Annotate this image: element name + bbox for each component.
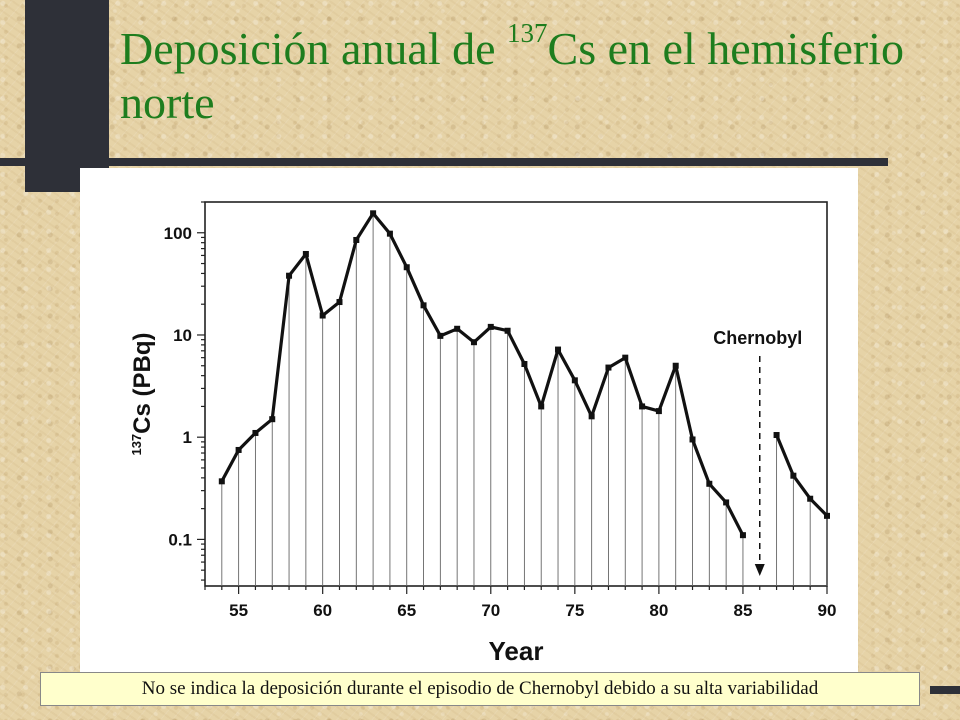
series-line: [775, 434, 829, 517]
plot-frame: [204, 201, 828, 587]
data-point: [807, 495, 814, 502]
x-tick-label: 55: [229, 601, 248, 620]
y-axis-title-sup: 137: [129, 434, 144, 456]
chernobyl-arrowhead: [754, 564, 765, 576]
y-tick-label: 100: [164, 224, 192, 243]
slide-title: Deposición anual de 137Cs en el hemisfer…: [120, 20, 920, 130]
data-point: [218, 478, 225, 485]
data-point: [790, 472, 797, 479]
x-tick-label: 75: [565, 601, 584, 620]
data-point: [655, 408, 662, 415]
data-point: [235, 446, 242, 453]
data-point: [336, 299, 343, 306]
data-point: [403, 264, 410, 271]
data-point: [269, 416, 276, 423]
chart-panel: 55 60 65 70 75 80 85 90 0.1 1 10 100 Year 137Cs (PBq)…: [80, 168, 858, 672]
x-tick-label: 65: [397, 601, 416, 620]
data-point: [639, 403, 646, 410]
data-point: [420, 302, 427, 309]
data-point: [437, 332, 444, 339]
data-point: [302, 250, 309, 257]
data-point: [723, 499, 730, 506]
data-point: [504, 327, 511, 334]
data-point: [252, 429, 259, 436]
y-axis-title: 137Cs (PBq): [129, 332, 156, 455]
y-axis-title-main: Cs (PBq): [129, 332, 156, 433]
x-tick-label: 60: [313, 601, 332, 620]
data-point: [454, 325, 461, 332]
y-tick-label: 10: [173, 326, 192, 345]
data-point: [672, 362, 679, 369]
y-tick-label: 0.1: [168, 530, 192, 549]
data-point: [386, 230, 393, 237]
data-point: [773, 432, 780, 439]
footer-rule: [930, 686, 960, 694]
footnote-box: No se indica la deposición durante el ep…: [40, 672, 920, 706]
x-axis-title: Year: [489, 636, 544, 666]
x-tick-label: 80: [649, 601, 668, 620]
data-point: [353, 236, 360, 243]
data-point: [487, 323, 494, 330]
data-point: [286, 272, 293, 279]
data-point: [689, 436, 696, 443]
title-rule: [0, 158, 888, 166]
data-point: [605, 364, 612, 371]
deposition-chart: 55 60 65 70 75 80 85 90 0.1 1 10 100 Year 137Cs (PBq)…: [129, 201, 837, 666]
data-point: [470, 339, 477, 346]
data-point: [622, 354, 629, 361]
x-tick-label: 70: [481, 601, 500, 620]
x-tick-label: 90: [818, 601, 837, 620]
x-tick-label: 85: [733, 601, 752, 620]
title-part1: Deposición anual de: [120, 23, 508, 74]
series-line: [220, 211, 745, 536]
data-point: [571, 377, 578, 384]
data-point: [319, 312, 326, 319]
data-point: [706, 480, 713, 487]
y-tick-label: 1: [183, 428, 192, 447]
title-part2: Cs en el hemisferio norte: [120, 23, 904, 128]
data-point: [555, 346, 562, 353]
data-point: [521, 361, 528, 368]
chernobyl-label: Chernobyl: [713, 328, 802, 348]
data-point: [370, 210, 377, 217]
data-point: [739, 532, 746, 539]
data-point: [824, 512, 830, 519]
data-point: [588, 413, 595, 420]
footnote-text: No se indica la deposición durante el ep…: [141, 678, 819, 699]
data-point: [538, 403, 545, 410]
title-superscript: 137: [507, 18, 548, 48]
